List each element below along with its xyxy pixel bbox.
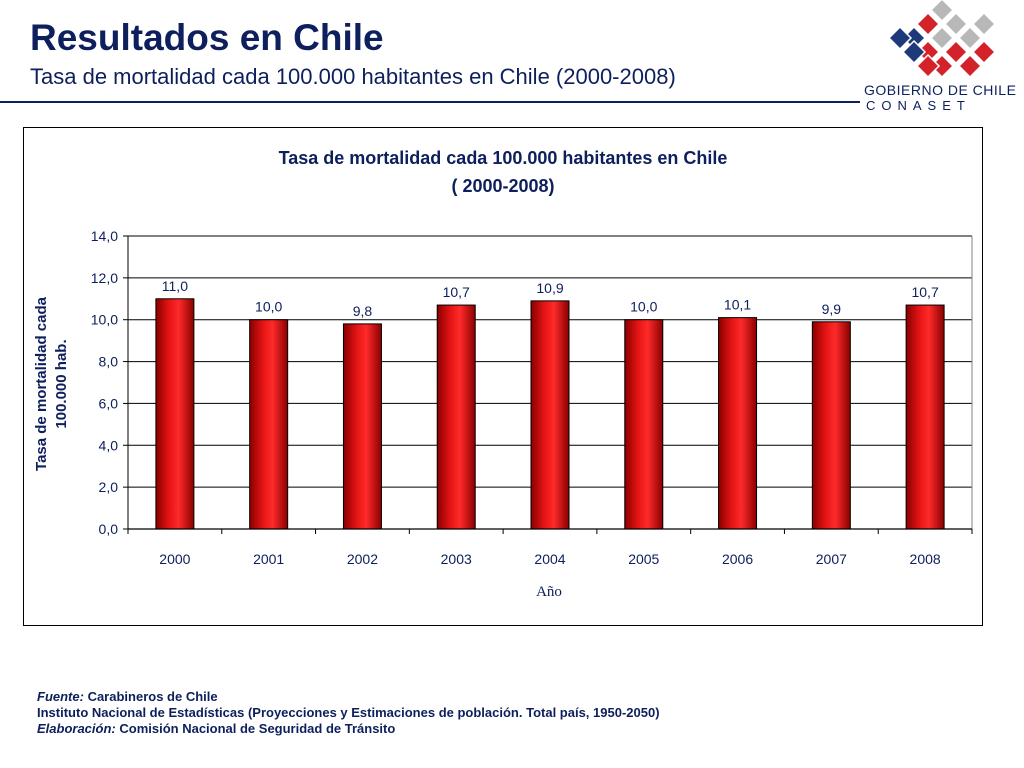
bar-2003 (436, 304, 476, 530)
value-label: 10,7 (443, 284, 470, 300)
fuente-text: Carabineros de Chile (83, 689, 218, 704)
y-tick-label: 2,0 (99, 479, 119, 495)
page-subtitle: Tasa de mortalidad cada 100.000 habitant… (30, 64, 676, 89)
x-axis-label: Año (536, 584, 562, 600)
x-tick-label: 2006 (722, 551, 753, 567)
y-tick-label: 0,0 (99, 521, 119, 537)
x-tick-label: 2000 (159, 551, 190, 567)
bar-chart: Tasa de mortalidad cada 100.000 habitant… (33, 148, 973, 600)
y-tick-label: 6,0 (99, 395, 119, 411)
footer-line-fuente: Fuente: Carabineros de Chile (37, 689, 660, 705)
bar-2007 (811, 321, 851, 530)
logo-diamond (929, 25, 955, 51)
x-tick-label: 2003 (441, 551, 472, 567)
elaboracion-text: Comisión Nacional de Seguridad de Tránsi… (115, 721, 396, 736)
chart-title-line2: ( 2000-2008) (451, 176, 554, 196)
bar-2002 (342, 323, 382, 530)
logo-diamond (915, 53, 941, 79)
logo-text-gobierno: GOBIERNO DE CHILE (864, 82, 1017, 98)
fuente-label: Fuente: (37, 689, 84, 704)
gobierno-chile-logo (887, 0, 997, 79)
x-tick-label: 2004 (534, 551, 565, 567)
x-tick-label: 2008 (910, 551, 941, 567)
value-label: 10,0 (630, 299, 657, 315)
bar-2000 (155, 298, 195, 530)
logo-diamond (957, 25, 983, 51)
bar-2004 (530, 300, 570, 530)
footer-line-elaboracion: Elaboración: Comisión Nacional de Seguri… (37, 721, 660, 737)
y-axis-label-line1: Tasa de mortalidad cada (33, 296, 50, 471)
value-label: 10,7 (911, 284, 938, 300)
logo-diamond (971, 11, 997, 37)
bar-2006 (718, 317, 758, 530)
logo-diamond (943, 11, 969, 37)
y-tick-label: 14,0 (91, 228, 118, 244)
value-label: 9,8 (353, 303, 373, 319)
x-tick-label: 2005 (628, 551, 659, 567)
footer-line-ine: Instituto Nacional de Estadísticas (Proy… (37, 705, 660, 720)
logo-diamond (929, 0, 955, 23)
value-label: 10,1 (724, 297, 751, 313)
y-tick-label: 4,0 (99, 437, 119, 453)
chart-frame: Tasa de mortalidad cada 100.000 habitant… (23, 127, 983, 626)
value-label: 10,9 (536, 280, 563, 296)
logo-diamond (943, 39, 969, 65)
value-label: 9,9 (822, 301, 842, 317)
logo-diamond (915, 11, 941, 37)
y-axis-label-line2: 100.000 hab. (53, 339, 70, 428)
source-footer: Fuente: Carabineros de Chile Instituto N… (37, 689, 660, 737)
x-tick-label: 2002 (347, 551, 378, 567)
bar-2008 (905, 304, 945, 530)
bar-2005 (624, 319, 664, 530)
y-tick-label: 10,0 (91, 312, 118, 328)
x-tick-label: 2007 (816, 551, 847, 567)
value-label: 11,0 (162, 278, 188, 294)
page-title: Resultados en Chile (30, 17, 384, 58)
y-tick-label: 12,0 (91, 270, 118, 286)
logo-diamond (887, 25, 913, 51)
logo-diamond (901, 39, 927, 65)
logo-text-conaset: CONASET (866, 98, 971, 113)
y-tick-label: 8,0 (99, 354, 119, 370)
logo-diamond (957, 53, 983, 79)
bar-2001 (249, 319, 289, 530)
header-divider (0, 101, 860, 103)
value-label: 10,0 (255, 299, 282, 315)
chart-title-line1: Tasa de mortalidad cada 100.000 habitant… (279, 148, 728, 168)
x-tick-label: 2001 (253, 551, 284, 567)
elaboracion-label: Elaboración: (37, 721, 116, 736)
logo-diamond (971, 39, 997, 65)
